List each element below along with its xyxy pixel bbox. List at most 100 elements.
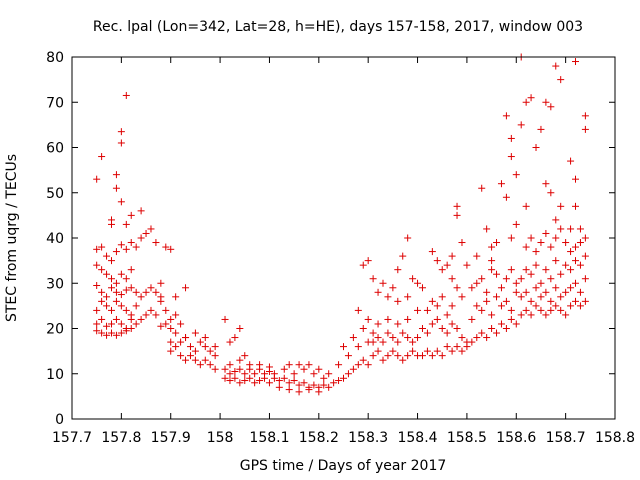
- data-point: [127, 284, 135, 292]
- data-point: [167, 338, 175, 346]
- data-point: [359, 356, 367, 364]
- data-point: [567, 157, 575, 165]
- data-point: [98, 315, 106, 323]
- data-point: [295, 381, 303, 389]
- data-point: [468, 338, 476, 346]
- data-point: [103, 322, 111, 330]
- data-point: [157, 279, 165, 287]
- data-point: [428, 352, 436, 360]
- data-point: [201, 334, 209, 342]
- data-point: [547, 189, 555, 197]
- data-point: [453, 202, 461, 210]
- data-point: [241, 377, 249, 385]
- data-point: [404, 234, 412, 242]
- data-point: [488, 257, 496, 265]
- data-point: [542, 266, 550, 274]
- data-point: [488, 311, 496, 319]
- data-point: [527, 234, 535, 242]
- data-point: [112, 297, 120, 305]
- data-point: [221, 365, 229, 373]
- data-point: [581, 252, 589, 260]
- data-point: [423, 329, 431, 337]
- data-point: [468, 284, 476, 292]
- data-point: [340, 374, 347, 382]
- data-point: [428, 320, 436, 328]
- data-point: [522, 288, 530, 296]
- data-point: [256, 361, 264, 369]
- data-point: [483, 297, 491, 305]
- data-point: [167, 245, 175, 253]
- data-point: [112, 315, 120, 323]
- data-point: [344, 370, 352, 378]
- data-point: [231, 334, 239, 342]
- data-point: [107, 329, 115, 337]
- data-point: [354, 361, 362, 369]
- data-point: [117, 270, 125, 278]
- data-point: [483, 334, 491, 342]
- data-point: [394, 352, 402, 360]
- data-point: [93, 320, 101, 328]
- data-point: [547, 103, 555, 111]
- data-point: [152, 239, 160, 247]
- data-point: [473, 279, 481, 287]
- data-point: [206, 347, 214, 355]
- data-point: [112, 279, 120, 287]
- data-point: [142, 311, 150, 319]
- data-point: [167, 325, 175, 332]
- data-point: [562, 288, 570, 296]
- data-point: [507, 134, 515, 142]
- data-point: [325, 370, 333, 378]
- data-point: [226, 370, 234, 378]
- data-point: [522, 202, 530, 210]
- data-point: [542, 180, 550, 188]
- data-point: [433, 257, 441, 265]
- data-point: [290, 370, 298, 378]
- data-point: [305, 386, 313, 394]
- data-point: [369, 329, 377, 337]
- data-point: [226, 361, 234, 369]
- data-point: [384, 329, 392, 337]
- data-point: [295, 388, 303, 396]
- data-point: [103, 270, 111, 278]
- data-point: [211, 365, 219, 373]
- x-tick-label: 158.8: [595, 430, 635, 446]
- data-point: [98, 297, 106, 305]
- data-point: [438, 266, 446, 274]
- x-tick-label: 158.5: [447, 430, 487, 446]
- x-tick-label: 158: [207, 430, 234, 446]
- y-tick-label: 40: [46, 231, 64, 247]
- data-point: [507, 234, 515, 242]
- data-point: [93, 306, 101, 314]
- data-point: [448, 320, 456, 328]
- data-point: [428, 297, 436, 305]
- data-point: [196, 338, 204, 346]
- data-point: [226, 338, 234, 346]
- data-point: [576, 225, 584, 233]
- data-point: [394, 320, 402, 328]
- data-point: [103, 331, 111, 339]
- data-point: [502, 112, 510, 120]
- data-point: [547, 275, 555, 283]
- data-point: [567, 248, 575, 256]
- data-point: [507, 266, 515, 274]
- data-point: [300, 379, 308, 387]
- x-axis-label: GPS time / Days of year 2017: [240, 458, 447, 474]
- data-point: [414, 279, 422, 287]
- data-point: [532, 284, 540, 292]
- data-point: [423, 306, 431, 314]
- data-point: [497, 180, 505, 188]
- data-point: [547, 306, 555, 314]
- data-point: [117, 320, 125, 328]
- data-point: [127, 266, 135, 274]
- y-axis-label: STEC from uqrg / TECUs: [4, 154, 20, 322]
- data-point: [98, 288, 106, 296]
- y-tick-label: 30: [46, 276, 64, 292]
- data-point: [122, 91, 130, 99]
- data-point: [369, 352, 377, 360]
- data-point: [122, 220, 130, 228]
- data-point: [468, 315, 476, 323]
- data-point: [384, 293, 392, 301]
- data-point: [409, 275, 417, 283]
- data-point: [265, 379, 273, 387]
- x-tick-label: 158.1: [249, 430, 289, 446]
